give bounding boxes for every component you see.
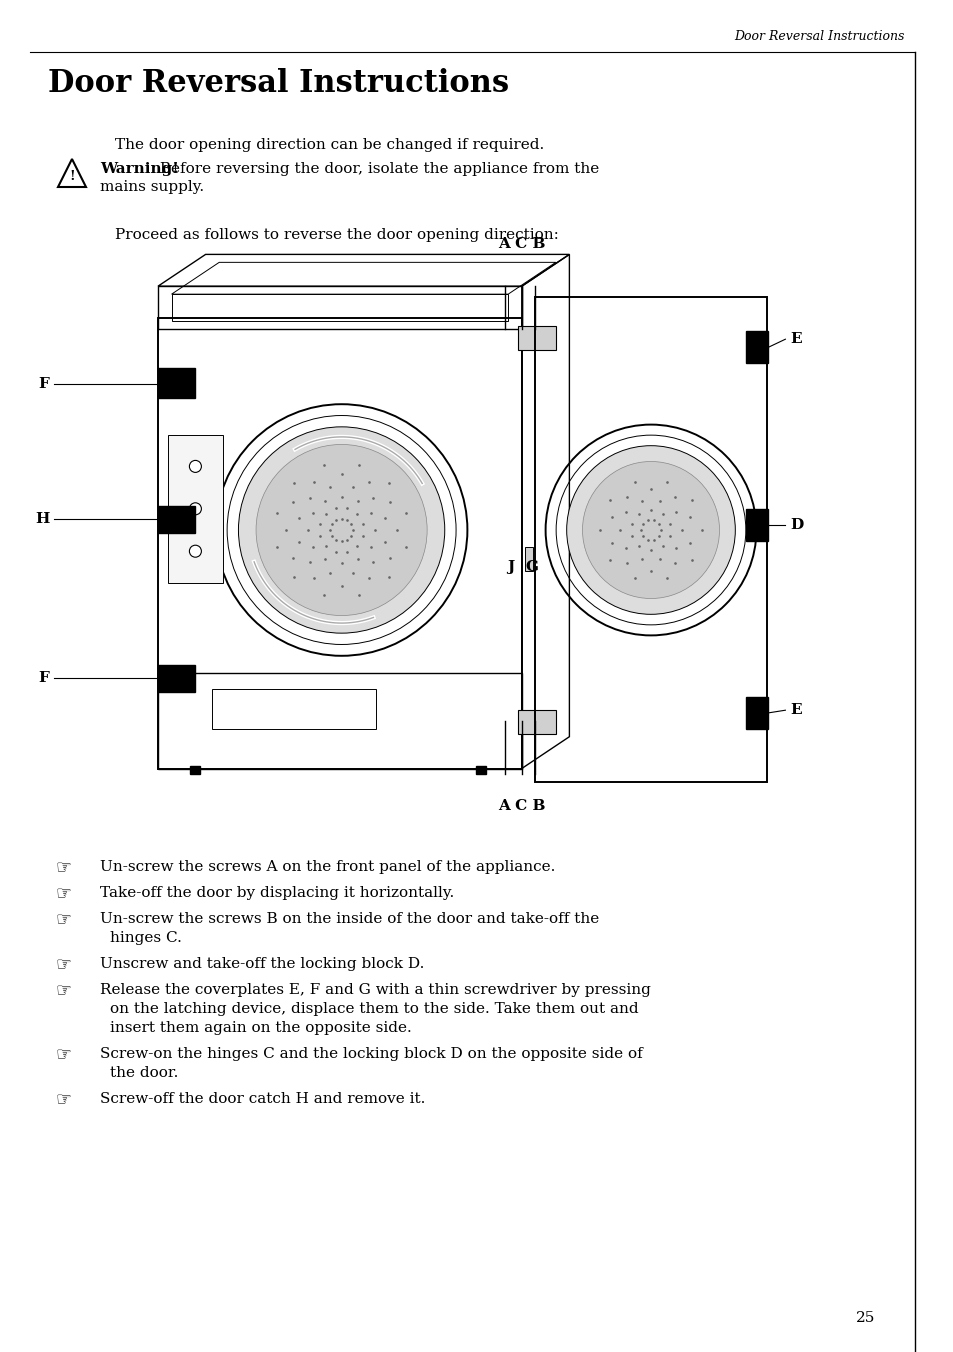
Text: E: E xyxy=(790,333,801,346)
Text: F: F xyxy=(38,377,50,391)
Circle shape xyxy=(190,461,201,472)
Text: ☞: ☞ xyxy=(55,1090,71,1109)
Bar xyxy=(158,368,195,397)
Bar xyxy=(172,295,508,320)
Bar xyxy=(158,318,521,768)
Text: Un-screw the screws B on the inside of the door and take-off the: Un-screw the screws B on the inside of t… xyxy=(100,913,598,926)
Text: A C B: A C B xyxy=(497,237,545,251)
Text: 25: 25 xyxy=(855,1311,874,1325)
Text: G: G xyxy=(525,560,538,575)
Bar xyxy=(476,765,485,773)
Text: Release the coverplates E, F and G with a thin screwdriver by pressing: Release the coverplates E, F and G with … xyxy=(100,983,650,996)
Text: Take-off the door by displacing it horizontally.: Take-off the door by displacing it horiz… xyxy=(100,886,454,900)
Text: H: H xyxy=(35,512,50,526)
Text: J: J xyxy=(507,560,515,575)
Text: Warning!: Warning! xyxy=(100,162,179,176)
Bar xyxy=(158,665,195,692)
Text: F: F xyxy=(38,672,50,685)
Text: Door Reversal Instructions: Door Reversal Instructions xyxy=(734,30,904,42)
Bar xyxy=(191,765,200,773)
Bar xyxy=(213,690,375,729)
Text: ☞: ☞ xyxy=(55,1045,71,1063)
Bar xyxy=(158,673,521,768)
Text: Door Reversal Instructions: Door Reversal Instructions xyxy=(48,68,509,99)
Circle shape xyxy=(566,446,735,614)
Text: ☞: ☞ xyxy=(55,982,71,999)
Text: ☞: ☞ xyxy=(55,955,71,973)
Circle shape xyxy=(255,445,427,615)
Bar xyxy=(158,287,521,329)
Circle shape xyxy=(190,545,201,557)
Text: Unscrew and take-off the locking block D.: Unscrew and take-off the locking block D… xyxy=(100,957,424,971)
Circle shape xyxy=(190,503,201,515)
Text: The door opening direction can be changed if required.: The door opening direction can be change… xyxy=(115,138,543,151)
Bar xyxy=(158,506,195,533)
Circle shape xyxy=(238,427,444,633)
Circle shape xyxy=(582,461,719,599)
Bar xyxy=(745,331,767,364)
Bar xyxy=(524,548,532,571)
Text: ☞: ☞ xyxy=(55,859,71,876)
Bar xyxy=(517,710,556,734)
Text: A C B: A C B xyxy=(497,799,545,813)
Bar xyxy=(168,434,222,583)
Text: ☞: ☞ xyxy=(55,910,71,927)
Text: hinges C.: hinges C. xyxy=(110,932,182,945)
Text: the door.: the door. xyxy=(110,1065,178,1080)
Text: D: D xyxy=(790,518,802,531)
Bar xyxy=(745,508,767,541)
Bar xyxy=(745,696,767,729)
Bar xyxy=(535,297,766,781)
Text: E: E xyxy=(790,703,801,717)
Text: Un-screw the screws A on the front panel of the appliance.: Un-screw the screws A on the front panel… xyxy=(100,860,555,873)
Text: ☞: ☞ xyxy=(55,884,71,902)
Text: Screw-on the hinges C and the locking block D on the opposite side of: Screw-on the hinges C and the locking bl… xyxy=(100,1046,642,1061)
Text: mains supply.: mains supply. xyxy=(100,180,204,193)
Bar xyxy=(517,326,556,350)
Text: !: ! xyxy=(70,169,74,183)
Text: Before reversing the door, isolate the appliance from the: Before reversing the door, isolate the a… xyxy=(154,162,598,176)
Text: Proceed as follows to reverse the door opening direction:: Proceed as follows to reverse the door o… xyxy=(115,228,558,242)
Text: on the latching device, displace them to the side. Take them out and: on the latching device, displace them to… xyxy=(110,1002,638,1015)
Text: Screw-off the door catch H and remove it.: Screw-off the door catch H and remove it… xyxy=(100,1092,425,1106)
Text: insert them again on the opposite side.: insert them again on the opposite side. xyxy=(110,1021,412,1036)
